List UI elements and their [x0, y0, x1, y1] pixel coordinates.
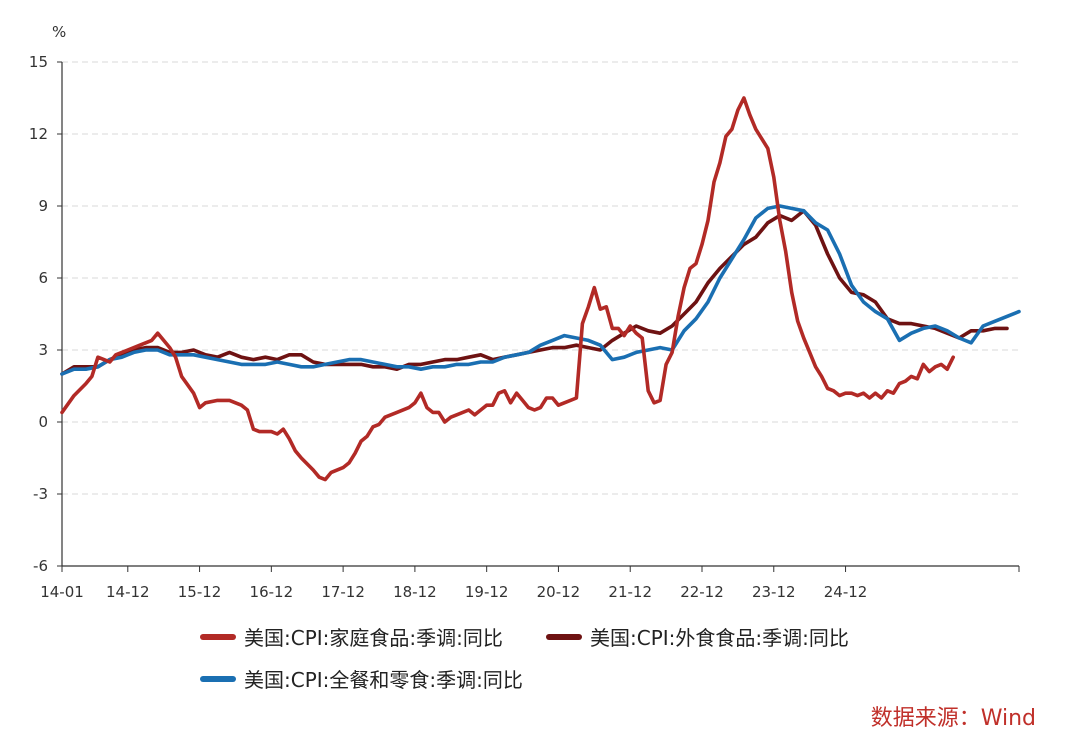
x-tick-label: 14-12 — [106, 583, 150, 601]
legend-label-full-service: 美国:CPI:全餐和零食:季调:同比 — [244, 668, 523, 692]
x-tick-label: 24-12 — [824, 583, 868, 601]
legend-swatch-away-food — [546, 633, 582, 640]
x-tick-label: 21-12 — [608, 583, 652, 601]
source-note: 数据来源：Wind — [870, 706, 1036, 731]
x-tick-label: 15-12 — [178, 583, 222, 601]
y-tick-label: 12 — [29, 125, 48, 143]
gridlines — [62, 61, 1019, 567]
legend-swatch-full-service — [200, 675, 236, 682]
x-tick-label: 17-12 — [321, 583, 365, 601]
y-tick-label: -6 — [33, 557, 48, 575]
y-tick-label: 9 — [38, 197, 48, 215]
series-line-2 — [60, 204, 1021, 376]
legend-label-away-food: 美国:CPI:外食食品:季调:同比 — [590, 626, 849, 650]
x-tick-label: 22-12 — [680, 583, 724, 601]
axes: 15 12 9 6 3 0 -3 -6 14-01 14-12 15-12 16-12 17-12 18-… — [29, 53, 1020, 601]
legend-item-away-food: 美国:CPI:外食食品:季调:同比 — [546, 622, 849, 651]
series-line-0 — [60, 96, 955, 482]
x-tick-label: 18-12 — [393, 583, 437, 601]
series-lines — [60, 96, 1021, 482]
x-tick-label: 14-01 — [40, 583, 84, 601]
y-axis-unit-label: % — [52, 23, 66, 41]
legend-label-home-food: 美国:CPI:家庭食品:季调:同比 — [244, 626, 503, 650]
x-tick-label: 20-12 — [537, 583, 581, 601]
series-line-1 — [60, 209, 1009, 376]
x-tick-label: 16-12 — [250, 583, 294, 601]
y-tick-label: 3 — [38, 341, 48, 359]
y-tick-label: 15 — [29, 53, 48, 71]
y-tick-label: -3 — [33, 485, 48, 503]
legend-swatch-home-food — [200, 633, 236, 640]
legend-item-home-food: 美国:CPI:家庭食品:季调:同比 — [200, 622, 503, 651]
x-tick-label: 23-12 — [752, 583, 796, 601]
y-tick-label: 0 — [38, 413, 48, 431]
x-tick-label: 19-12 — [465, 583, 509, 601]
y-tick-label: 6 — [38, 269, 48, 287]
legend-item-full-service: 美国:CPI:全餐和零食:季调:同比 — [200, 664, 523, 693]
